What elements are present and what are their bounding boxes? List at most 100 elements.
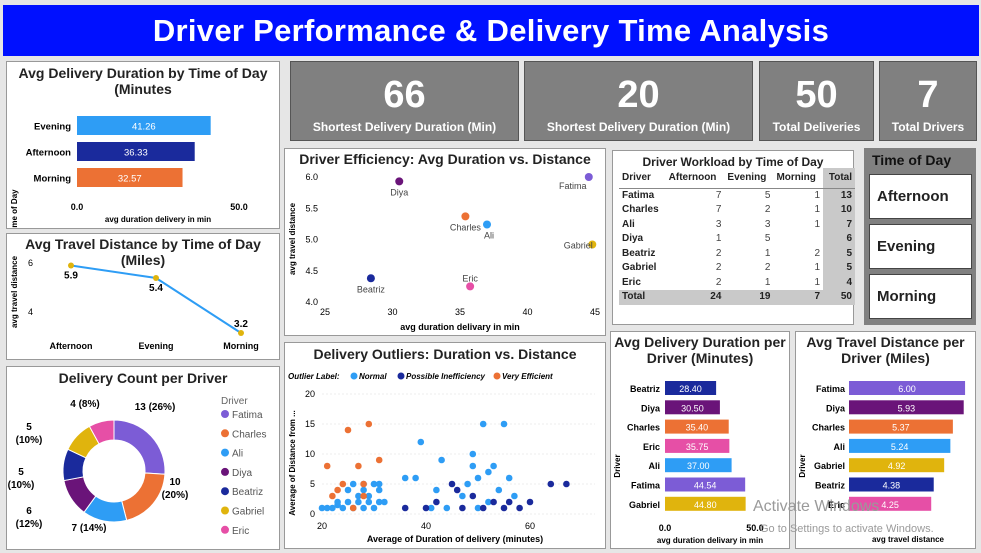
scatter-point[interactable] [355,492,362,500]
avg-distance-tod-chart[interactable]: Avg Travel Distance by Time of Day (Mile… [6,233,280,360]
scatter-point[interactable] [375,480,383,488]
scatter-point[interactable] [500,420,508,428]
scatter-point[interactable] [344,426,352,434]
column-header[interactable]: Afternoon [665,168,725,189]
scatter-point[interactable] [334,498,341,506]
bar[interactable] [77,142,195,161]
scatter-point[interactable] [427,504,435,512]
bar[interactable] [849,381,966,395]
bar[interactable] [665,419,729,434]
scatter-point[interactable] [365,492,373,500]
donut-slice[interactable] [88,419,115,445]
legend-entry[interactable]: Charles [232,429,266,440]
scatter-point[interactable] [360,480,367,488]
scatter-point[interactable] [500,504,508,512]
scatter-point[interactable] [370,480,378,488]
scatter-point[interactable] [505,474,513,482]
delivery-outliers-scatter[interactable]: Delivery Outliers: Duration vs. Distance… [284,342,606,549]
scatter-point[interactable] [505,498,513,506]
column-header[interactable]: Total [823,168,855,189]
bar[interactable] [849,400,964,415]
scatter-point[interactable] [366,274,375,283]
scatter-point[interactable] [370,504,378,512]
column-header[interactable]: Morning [773,168,824,189]
legend-entry[interactable]: Gabriel [232,507,264,518]
scatter-point[interactable] [433,498,440,506]
scatter-point[interactable] [417,438,425,446]
scatter-point[interactable] [329,492,336,500]
scatter-point[interactable] [466,282,475,291]
donut-slice[interactable] [113,419,166,475]
bar[interactable] [665,438,730,453]
scatter-point[interactable] [479,504,487,512]
bar[interactable] [849,419,953,434]
scatter-point[interactable] [459,492,466,500]
scatter-point[interactable] [360,504,367,512]
scatter-point[interactable] [453,486,461,494]
scatter-point[interactable] [401,474,409,482]
bar[interactable] [665,400,720,415]
slicer-option-morning[interactable]: Morning [869,274,972,319]
scatter-point[interactable] [584,173,593,181]
driver-efficiency-scatter[interactable]: Driver Efficiency: Avg Duration vs. Dist… [284,148,606,336]
line-point[interactable] [153,275,159,281]
scatter-point[interactable] [563,480,570,488]
bar[interactable] [665,477,746,492]
legend-entry[interactable]: Very Efficient [502,372,553,381]
scatter-point[interactable] [339,504,347,512]
delivery-count-donut-chart[interactable]: Delivery Count per Driver 13 (26%) 10 (20%… [6,366,280,550]
scatter-point[interactable] [375,498,383,506]
scatter-point[interactable] [464,480,471,488]
scatter-point[interactable] [422,504,430,512]
donut-slice[interactable] [121,472,166,522]
scatter-point[interactable] [474,474,482,482]
bar[interactable] [849,496,932,511]
legend-entry[interactable]: Fatima [232,410,263,421]
scatter-point[interactable] [360,492,367,500]
scatter-point[interactable] [381,498,388,506]
scatter-point[interactable] [401,504,409,512]
driver-workload-table[interactable]: Driver Workload by Time of Day Driver Aft… [612,150,855,325]
bar[interactable] [77,168,183,187]
avg-duration-driver-chart[interactable]: Avg Delivery Duration per Driver (Minutes… [610,331,790,549]
scatter-point[interactable] [443,504,451,512]
scatter-point[interactable] [360,486,367,494]
scatter-point[interactable] [459,504,466,512]
scatter-point[interactable] [588,240,597,249]
scatter-point[interactable] [375,486,383,494]
scatter-point[interactable] [329,504,336,512]
line-point[interactable] [238,330,244,336]
scatter-point[interactable] [344,498,352,506]
scatter-point[interactable] [365,420,373,428]
legend-entry[interactable]: Possible Inefficiency [406,372,486,381]
bar[interactable] [665,381,717,395]
column-header[interactable]: Evening [724,168,774,189]
scatter-point[interactable] [365,498,373,506]
slicer-option-afternoon[interactable]: Afternoon [869,174,972,219]
avg-distance-driver-chart[interactable]: Avg Travel Distance per Driver (Miles) Fa… [795,331,976,549]
scatter-point[interactable] [355,462,362,470]
scatter-point[interactable] [511,492,518,500]
scatter-point[interactable] [323,504,331,512]
scatter-point[interactable] [355,498,362,506]
bar[interactable] [849,438,951,453]
scatter-point[interactable] [318,504,326,512]
column-header[interactable]: Driver [619,168,666,189]
legend-entry[interactable]: Diya [232,468,252,479]
scatter-point[interactable] [375,456,383,464]
scatter-point[interactable] [323,462,331,470]
bar[interactable] [849,458,945,473]
legend-entry[interactable]: Beatriz [232,487,263,498]
scatter-point[interactable] [547,480,555,488]
scatter-point[interactable] [334,486,341,494]
scatter-point[interactable] [469,492,477,500]
bar[interactable] [665,496,746,511]
bar[interactable] [665,458,732,473]
scatter-point[interactable] [485,498,492,506]
scatter-point[interactable] [469,450,477,458]
slicer-option-evening[interactable]: Evening [869,224,972,269]
avg-duration-tod-chart[interactable]: Avg Delivery Duration by Time of Day (Min… [6,61,280,229]
scatter-point[interactable] [339,480,347,488]
scatter-point[interactable] [483,220,491,229]
scatter-point[interactable] [469,462,477,470]
